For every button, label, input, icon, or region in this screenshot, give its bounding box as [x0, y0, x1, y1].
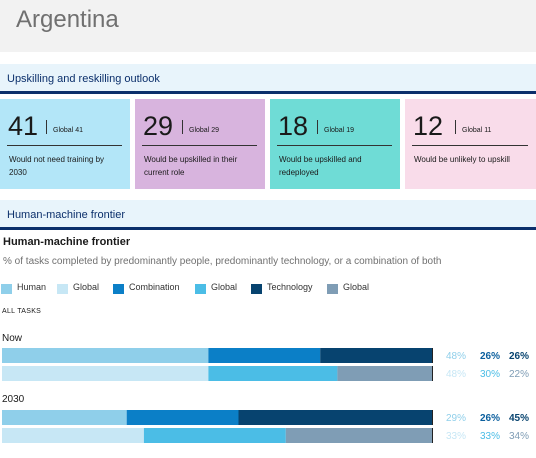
legend-swatch	[113, 284, 124, 294]
stat-card-global-label: Global	[53, 127, 74, 134]
data-label: 29%	[446, 413, 466, 424]
bar-end-tick	[432, 366, 433, 381]
stat-card-value: 41	[8, 111, 39, 141]
stat-card-global-value: 19	[346, 127, 354, 134]
stat-card-unlikely-upskill: 12 Global 11 Would be unlikely to upskil…	[405, 99, 536, 189]
all-tasks-label: ALL TASKS	[2, 308, 42, 315]
data-label: 22%	[509, 369, 529, 380]
stat-card-value: 12	[413, 111, 444, 141]
section-title-frontier: Human-machine frontier	[7, 209, 125, 221]
stat-card-description: Would be upskilled and redeployed	[279, 155, 362, 177]
bar-segment	[2, 366, 209, 381]
data-label: 33%	[446, 431, 466, 442]
chart-legend: Human Global Combination Global Technolo…	[0, 282, 536, 296]
stat-card-global: Global 11	[454, 120, 492, 134]
bar-segment	[285, 428, 432, 443]
section-header-outlook: Upskilling and reskilling outlook	[0, 64, 536, 94]
legend-swatch	[57, 284, 68, 294]
bar-segment	[126, 410, 239, 425]
bar-segment	[208, 366, 338, 381]
page-title: Argentina	[16, 6, 119, 33]
data-label: 34%	[509, 431, 529, 442]
stat-card-no-training: 41 Global 41 Would not need training by …	[0, 99, 130, 189]
bar-end-tick	[432, 428, 433, 443]
stat-card-global-value: 41	[75, 127, 83, 134]
legend-swatch	[327, 284, 338, 294]
data-label: 48%	[446, 369, 466, 380]
group-label-2030: 2030	[2, 394, 25, 405]
stat-card-rule	[412, 145, 528, 146]
stat-card-global: Global 41	[46, 120, 83, 134]
bar-segment	[143, 428, 286, 443]
section-title-outlook: Upskilling and reskilling outlook	[7, 73, 160, 85]
legend-swatch	[1, 284, 12, 294]
chart-subtitle: % of tasks completed by predominantly pe…	[3, 256, 442, 267]
legend-swatch	[195, 284, 206, 294]
chart-title: Human-machine frontier	[3, 236, 131, 248]
section-header-frontier: Human-machine frontier	[0, 200, 536, 230]
bar-segment	[2, 428, 144, 443]
legend-swatch	[251, 284, 262, 294]
stat-card-global-label: Global	[324, 127, 345, 134]
data-label: 48%	[446, 351, 466, 362]
stat-card-global: Global 19	[317, 120, 354, 134]
bar-segment	[238, 410, 432, 425]
data-label: 45%	[509, 413, 529, 424]
stat-card-global-value: 11	[484, 127, 492, 134]
data-label: 26%	[480, 413, 500, 424]
bar-segment	[337, 366, 432, 381]
stat-card-value: 18	[278, 111, 309, 141]
bar-segment	[320, 348, 432, 363]
stat-card-description: Would not need training by 2030	[9, 155, 105, 177]
stat-card-value: 29	[143, 111, 174, 141]
stat-card-rule	[142, 145, 257, 146]
stat-card-global-label: Global	[189, 127, 210, 134]
data-label: 33%	[480, 431, 500, 442]
bar-end-tick	[432, 348, 433, 363]
stat-card-global: Global 29	[182, 120, 219, 134]
bar-end-tick	[432, 410, 433, 425]
legend-label: Global	[343, 282, 370, 292]
stat-card-global-label: Global	[462, 127, 483, 134]
bar-segment	[2, 410, 127, 425]
bar-segment	[208, 348, 321, 363]
stat-card-description: Would be upskilled in their current role	[144, 155, 238, 177]
data-label: 26%	[480, 351, 500, 362]
data-label: 26%	[509, 351, 529, 362]
legend-label: Human	[17, 282, 47, 292]
group-label-now: Now	[2, 333, 23, 344]
data-label: 30%	[480, 369, 500, 380]
stat-card-description: Would be unlikely to upskill	[414, 155, 510, 164]
stat-card-rule	[277, 145, 392, 146]
legend-label: Global	[73, 282, 100, 292]
stat-card-upskilled-redeployed: 18 Global 19 Would be upskilled and rede…	[270, 99, 400, 189]
stat-card-rule	[7, 145, 122, 146]
page-header: Argentina	[0, 0, 536, 52]
bar-segment	[2, 348, 209, 363]
legend-label: Combination	[129, 282, 180, 292]
legend-label: Technology	[267, 282, 313, 292]
stat-card-upskilled-current-role: 29 Global 29 Would be upskilled in their…	[135, 99, 265, 189]
stat-card-global-value: 29	[211, 127, 219, 134]
legend-label: Global	[211, 282, 238, 292]
